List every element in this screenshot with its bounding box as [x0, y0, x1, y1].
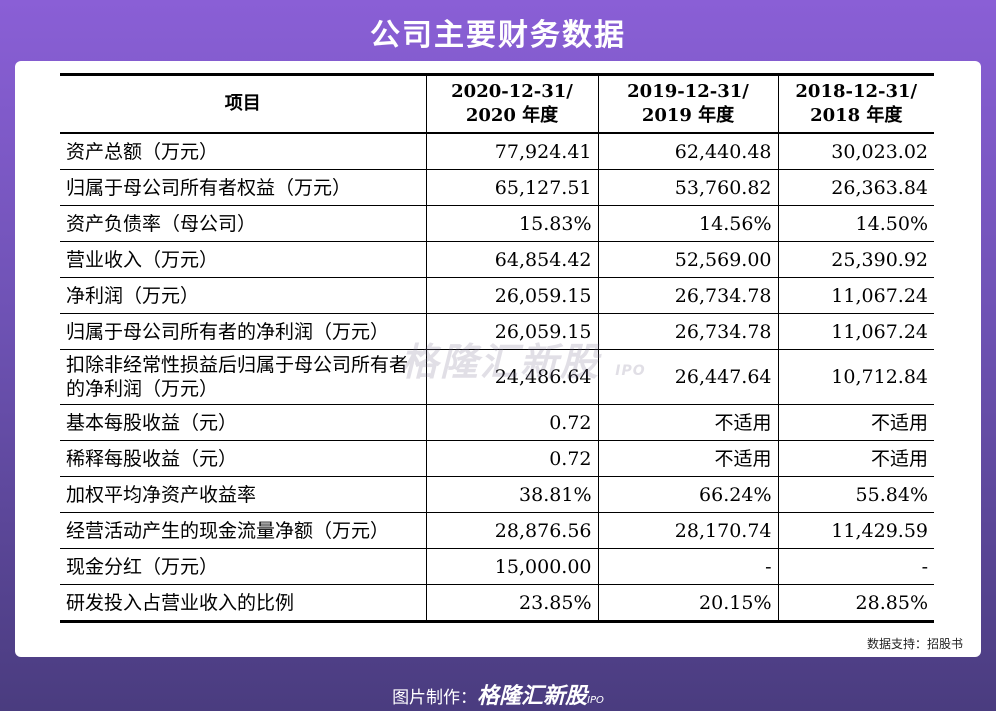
header-2020-year: 2020 年度	[465, 105, 559, 126]
value-2018: 30,023.02	[778, 133, 934, 170]
value-2019: 14.56%	[598, 205, 779, 242]
row-label: 现金分红（万元）	[60, 548, 427, 585]
row-label: 扣除非经常性损益后归属于母公司所有者的净利润（万元）	[60, 349, 427, 405]
footer-prefix: 图片制作：	[392, 688, 478, 708]
table-row: 营业收入（万元） 64,854.42 52,569.00 25,390.92	[60, 241, 934, 278]
table-row: 现金分红（万元） 15,000.00 - -	[60, 548, 934, 585]
value-2020: 65,127.51	[426, 169, 599, 206]
table-row: 资产总额（万元） 77,924.41 62,440.48 30,023.02	[60, 133, 934, 170]
value-2018: 28.85%	[778, 584, 934, 622]
content-card: 项目 2020-12-31/ 2020 年度 2019-12-31/ 2019 …	[15, 61, 981, 657]
row-label: 加权平均净资产收益率	[60, 476, 427, 513]
header-2019-date: 2019-12-31/	[627, 81, 749, 102]
value-2020: 23.85%	[426, 584, 599, 622]
table-row: 经营活动产生的现金流量净额（万元） 28,876.56 28,170.74 11…	[60, 512, 934, 549]
header-2018-year: 2018 年度	[810, 105, 903, 126]
value-2019: -	[598, 548, 779, 585]
table-row: 资产负债率（母公司） 15.83% 14.56% 14.50%	[60, 205, 934, 242]
value-2019: 26,447.64	[598, 349, 779, 405]
financial-table: 项目 2020-12-31/ 2020 年度 2019-12-31/ 2019 …	[60, 73, 934, 623]
page-title: 公司主要财务数据	[370, 18, 626, 53]
value-2018: 11,429.59	[778, 512, 934, 549]
row-label: 稀释每股收益（元）	[60, 440, 427, 477]
row-label: 研发投入占营业收入的比例	[60, 584, 427, 622]
value-2020: 0.72	[426, 440, 599, 477]
value-2018: 10,712.84	[778, 349, 934, 405]
row-label: 营业收入（万元）	[60, 241, 427, 278]
value-2020: 26,059.15	[426, 313, 599, 350]
value-2018: 26,363.84	[778, 169, 934, 206]
table-header-row: 项目 2020-12-31/ 2020 年度 2019-12-31/ 2019 …	[60, 74, 934, 134]
value-2019: 28,170.74	[598, 512, 779, 549]
value-2019: 26,734.78	[598, 277, 779, 314]
value-2019: 20.15%	[598, 584, 779, 622]
row-label: 净利润（万元）	[60, 277, 427, 314]
value-2020: 15,000.00	[426, 548, 599, 585]
row-label: 归属于母公司所有者的净利润（万元）	[60, 313, 427, 350]
table-row: 加权平均净资产收益率 38.81% 66.24% 55.84%	[60, 476, 934, 513]
value-2019: 26,734.78	[598, 313, 779, 350]
row-label: 经营活动产生的现金流量净额（万元）	[60, 512, 427, 549]
table-row: 基本每股收益（元） 0.72 不适用 不适用	[60, 404, 934, 441]
value-2020: 24,486.64	[426, 349, 599, 405]
row-label: 资产总额（万元）	[60, 133, 427, 170]
value-2018: 不适用	[778, 404, 934, 441]
row-label: 基本每股收益（元）	[60, 404, 427, 441]
value-2019: 不适用	[598, 440, 779, 477]
table-row: 扣除非经常性损益后归属于母公司所有者的净利润（万元） 24,486.64 26,…	[60, 349, 934, 405]
footer-brand-logo: 格隆汇新股	[477, 684, 588, 709]
value-2019: 52,569.00	[598, 241, 779, 278]
header-2019-year: 2019 年度	[641, 105, 735, 126]
value-2019: 不适用	[598, 404, 779, 441]
value-2018: -	[778, 548, 934, 585]
value-2019: 66.24%	[598, 476, 779, 513]
header-2019: 2019-12-31/ 2019 年度	[598, 74, 779, 134]
value-2019: 53,760.82	[598, 169, 779, 206]
footer-credit: 图片制作：格隆汇新股IPO	[0, 678, 996, 710]
footer-ipo: IPO	[587, 695, 604, 706]
value-2018: 11,067.24	[778, 277, 934, 314]
row-label: 归属于母公司所有者权益（万元）	[60, 169, 427, 206]
value-2020: 26,059.15	[426, 277, 599, 314]
value-2019: 62,440.48	[598, 133, 779, 170]
value-2018: 14.50%	[778, 205, 934, 242]
value-2018: 55.84%	[778, 476, 934, 513]
value-2020: 28,876.56	[426, 512, 599, 549]
header-item: 项目	[60, 74, 427, 134]
header-2018-date: 2018-12-31/	[795, 81, 918, 102]
value-2020: 15.83%	[426, 205, 599, 242]
value-2018: 不适用	[778, 440, 934, 477]
header-2018: 2018-12-31/ 2018 年度	[778, 74, 934, 134]
row-label: 资产负债率（母公司）	[60, 205, 427, 242]
table-row: 归属于母公司所有者权益（万元） 65,127.51 53,760.82 26,3…	[60, 169, 934, 206]
table-row: 研发投入占营业收入的比例 23.85% 20.15% 28.85%	[60, 584, 934, 622]
source-note: 数据支持：招股书	[866, 637, 963, 651]
value-2020: 64,854.42	[426, 241, 599, 278]
value-2018: 11,067.24	[778, 313, 934, 350]
value-2018: 25,390.92	[778, 241, 934, 278]
header-2020-date: 2020-12-31/	[451, 81, 573, 102]
table-row: 稀释每股收益（元） 0.72 不适用 不适用	[60, 440, 934, 477]
value-2020: 38.81%	[426, 476, 599, 513]
value-2020: 77,924.41	[426, 133, 599, 170]
header-2020: 2020-12-31/ 2020 年度	[426, 74, 599, 134]
table-row: 净利润（万元） 26,059.15 26,734.78 11,067.24	[60, 277, 934, 314]
table-row: 归属于母公司所有者的净利润（万元） 26,059.15 26,734.78 11…	[60, 313, 934, 350]
value-2020: 0.72	[426, 404, 599, 441]
